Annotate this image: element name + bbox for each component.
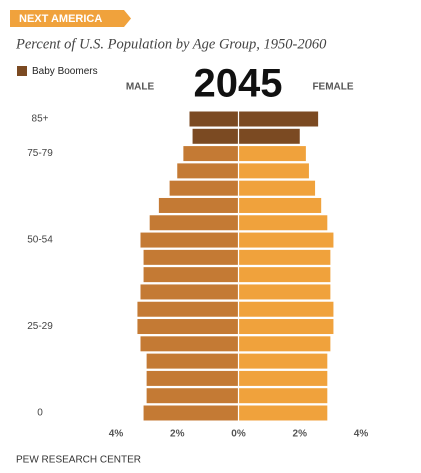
bar — [238, 405, 328, 421]
x-tick-label: 4% — [354, 429, 369, 440]
bar — [143, 249, 239, 265]
bar — [137, 301, 239, 317]
bar — [146, 370, 239, 386]
y-tick-label: 25-29 — [27, 321, 53, 332]
x-tick-label: 0% — [231, 429, 246, 440]
bar — [238, 249, 331, 265]
bar — [143, 267, 239, 283]
bar — [140, 336, 239, 352]
bar — [238, 319, 334, 335]
bar — [238, 111, 319, 127]
bar — [238, 128, 300, 144]
bar — [146, 353, 239, 369]
bar — [238, 215, 328, 231]
bar — [238, 388, 328, 404]
series-label: FEMALE — [312, 82, 353, 93]
x-tick-label: 4% — [109, 429, 124, 440]
bar — [238, 301, 334, 317]
bar — [177, 163, 239, 179]
source: PEW RESEARCH CENTER — [16, 455, 141, 466]
bar — [158, 197, 239, 213]
bar — [238, 180, 316, 196]
bar — [238, 163, 309, 179]
bar — [238, 146, 306, 162]
banner-text: NEXT AMERICA — [19, 13, 102, 25]
bar — [183, 146, 239, 162]
bar — [238, 232, 334, 248]
x-tick-label: 2% — [170, 429, 185, 440]
y-tick-label: 75-79 — [27, 148, 53, 159]
bar — [140, 232, 239, 248]
bar — [238, 284, 331, 300]
y-tick-label: 50-54 — [27, 235, 53, 246]
chart-title: 2045 — [194, 62, 283, 106]
bar — [146, 388, 239, 404]
subtitle: Percent of U.S. Population by Age Group,… — [15, 36, 327, 52]
series-label: MALE — [126, 82, 155, 93]
legend-swatch — [17, 66, 27, 76]
y-tick-label: 85+ — [32, 114, 49, 125]
bar — [149, 215, 239, 231]
bar — [238, 197, 322, 213]
bar — [238, 370, 328, 386]
bar — [169, 180, 239, 196]
banner-tag — [10, 10, 131, 27]
bar — [238, 336, 331, 352]
x-tick-label: 2% — [293, 429, 308, 440]
bar — [143, 405, 239, 421]
y-tick-label: 0 — [37, 408, 43, 419]
bar — [189, 111, 239, 127]
bar — [140, 284, 239, 300]
legend-label: Baby Boomers — [32, 66, 98, 77]
bar — [192, 128, 239, 144]
bar — [137, 319, 239, 335]
bar — [238, 267, 331, 283]
bar — [238, 353, 328, 369]
